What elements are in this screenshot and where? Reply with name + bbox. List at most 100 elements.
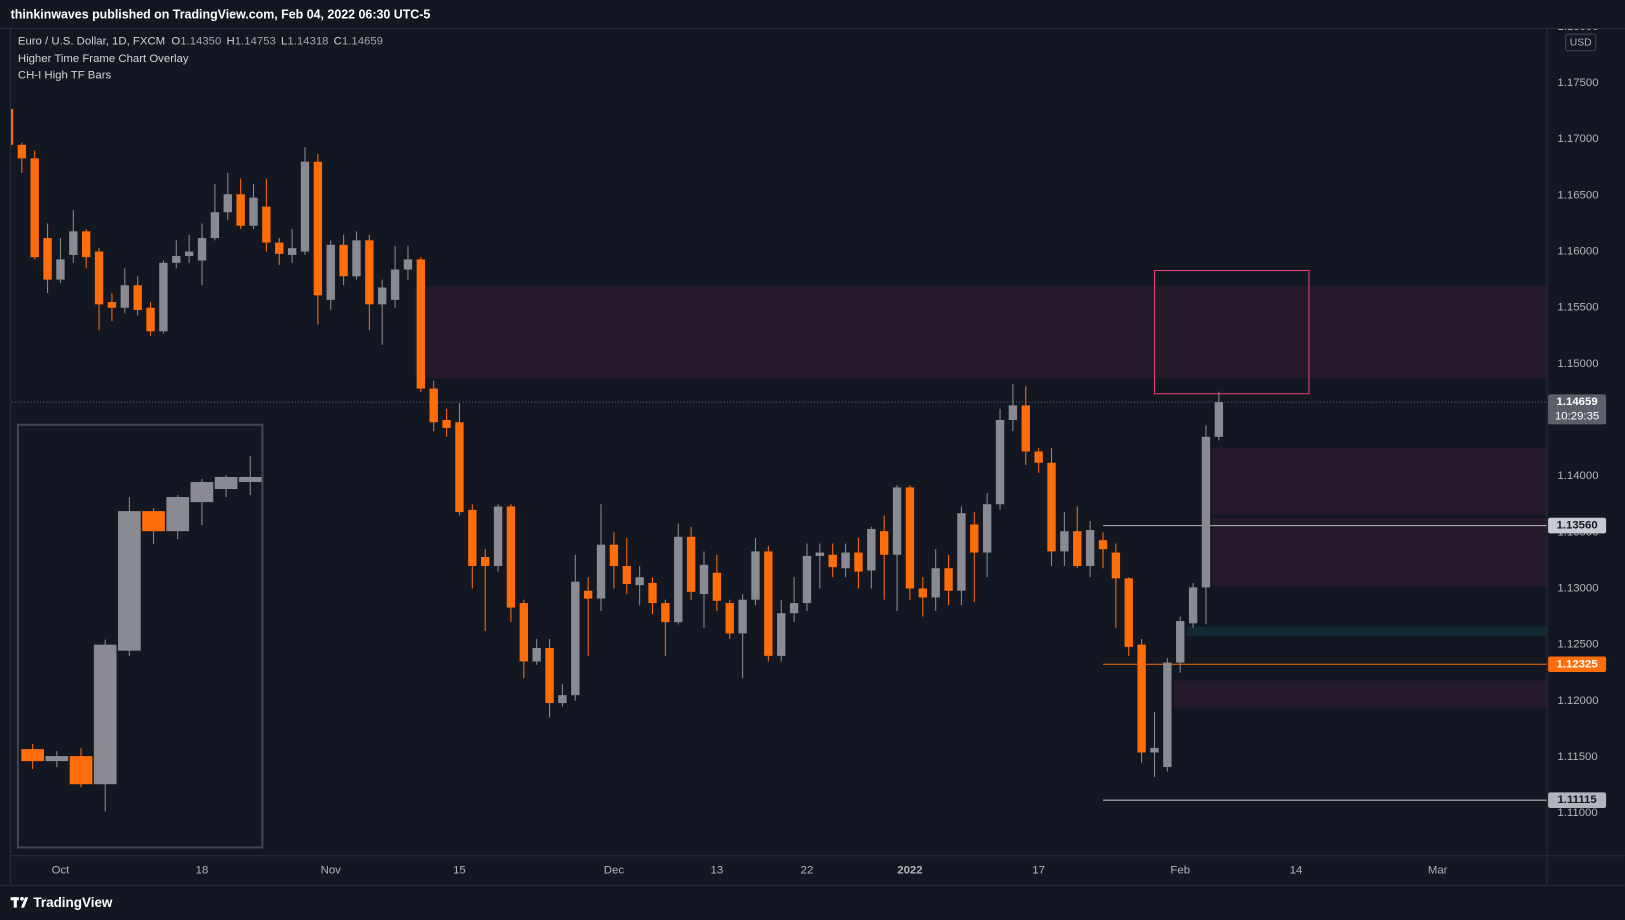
candle-body <box>622 566 631 584</box>
x-tick-label: 22 <box>801 864 814 876</box>
candle-body <box>262 206 271 243</box>
candle-body <box>789 603 799 614</box>
inset-chart <box>21 455 262 812</box>
legend-key: O <box>171 35 180 47</box>
candle-body <box>661 603 670 623</box>
y-tick-label: 1.15500 <box>1557 302 1598 314</box>
candle-body <box>854 552 863 572</box>
candle-body <box>571 581 580 696</box>
candle-body <box>506 506 516 608</box>
candle-body <box>1085 530 1095 567</box>
y-tick-label: 1.16500 <box>1557 189 1598 201</box>
price-label: 1.13560 <box>1557 520 1598 532</box>
candle-body <box>142 511 165 532</box>
candle-body <box>777 613 786 656</box>
candle-body <box>455 422 464 513</box>
candle-body <box>30 158 39 258</box>
y-tick-label: 1.11000 <box>1557 807 1597 819</box>
candle-body <box>326 244 335 300</box>
zone <box>1173 680 1548 708</box>
y-tick-label: 1.17000 <box>1557 133 1598 145</box>
candle-body <box>558 695 567 704</box>
axes: Oct 18 Nov 15 Dec 13 22 2022 17 Feb 14 Mar1.110001.… <box>52 21 1607 876</box>
candle-body <box>238 476 262 483</box>
candle-body <box>751 551 760 600</box>
legend-key: H <box>227 35 235 47</box>
candle-body <box>1060 531 1069 552</box>
y-tick-label: 1.14000 <box>1557 470 1598 482</box>
x-tick-label: 14 <box>1290 864 1303 876</box>
currency: USD <box>1570 37 1592 48</box>
candle-body <box>815 552 825 556</box>
candle-body <box>184 251 194 257</box>
candle-body <box>159 262 168 332</box>
plot-area <box>10 108 1548 801</box>
indicator-label: Higher Time Frame Chart Overlay <box>18 53 189 65</box>
candle-body <box>944 568 953 591</box>
candle-body <box>236 194 245 226</box>
candle-body <box>841 552 850 569</box>
candle-body <box>686 536 696 592</box>
price-label-box <box>1548 394 1607 425</box>
candle-body <box>583 590 593 599</box>
x-tick-label: Oct <box>52 864 71 876</box>
candle-body <box>931 568 940 598</box>
candle-body <box>249 197 258 226</box>
indicator-label: CH-I High TF Bars <box>18 70 112 82</box>
x-tick-label: 18 <box>196 864 209 876</box>
candle-body <box>93 644 117 785</box>
candle-body <box>892 487 902 555</box>
y-tick-label: 1.16000 <box>1557 246 1598 258</box>
candle-body <box>1124 578 1133 647</box>
candle-body <box>481 557 490 567</box>
candle-body <box>10 108 14 145</box>
legend-value: 1.14350 <box>180 35 221 47</box>
highlight-box <box>1153 270 1310 395</box>
candle-body <box>300 161 310 252</box>
candle-body <box>190 482 214 503</box>
candle-body <box>1188 587 1198 624</box>
candle-body <box>107 302 117 308</box>
candle-body <box>1150 747 1159 753</box>
brand[interactable]: TradingView <box>33 895 113 910</box>
candle-body <box>82 231 91 258</box>
zone <box>1212 517 1548 587</box>
y-tick-label: 1.12000 <box>1557 695 1598 707</box>
candle-body <box>519 603 528 662</box>
candle-body <box>146 307 155 332</box>
candle-body <box>339 244 348 277</box>
legend-value: 1.14659 <box>342 35 383 47</box>
candle-body <box>764 551 773 656</box>
x-tick-label: 17 <box>1032 864 1045 876</box>
candle-body <box>45 756 69 762</box>
candle-body <box>1021 405 1030 452</box>
candle-body <box>1176 621 1185 663</box>
candle-body <box>1137 644 1146 753</box>
candle-body <box>596 544 606 599</box>
candle-body <box>1034 451 1043 463</box>
candle-body <box>223 194 232 213</box>
symbol-title: Euro / U.S. Dollar, 1D, FXCM <box>18 35 165 47</box>
candle-body <box>94 251 104 305</box>
candle-body <box>699 564 709 595</box>
candle-body <box>545 647 554 704</box>
candle-body <box>352 240 361 277</box>
candle-body <box>828 554 837 568</box>
candle-body <box>275 242 284 254</box>
candle-body <box>712 572 722 601</box>
candle-body <box>468 509 477 567</box>
candle-body <box>429 388 438 423</box>
candle-body <box>166 497 190 532</box>
currency-box[interactable] <box>1565 33 1597 52</box>
candle-body <box>133 285 142 310</box>
candle-body <box>21 749 45 762</box>
price-label: 1.14659 <box>1557 396 1598 408</box>
price-label: 1.11115 <box>1557 794 1597 806</box>
candle-body <box>982 504 992 553</box>
candle-body <box>118 511 141 651</box>
legend-value: 1.14753 <box>235 35 276 47</box>
candle-body <box>365 240 374 305</box>
x-tick-label: Dec <box>604 864 625 876</box>
